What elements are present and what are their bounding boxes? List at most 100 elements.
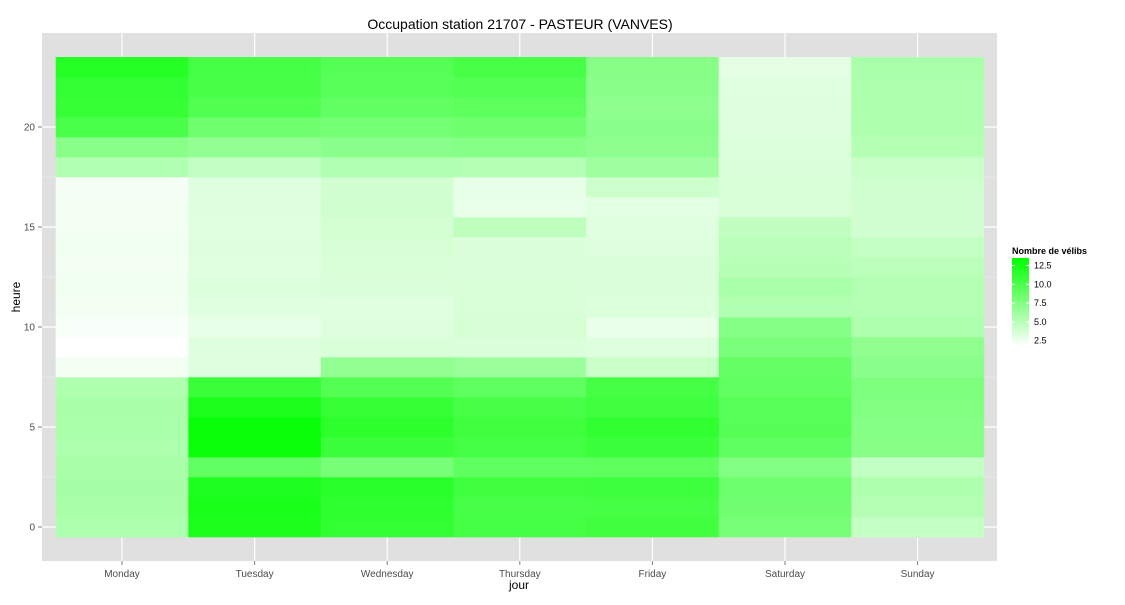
heatmap-tile <box>718 57 852 78</box>
heatmap-tile <box>320 237 454 258</box>
heatmap-tile <box>453 437 587 458</box>
heatmap-tile <box>453 237 587 258</box>
heatmap-tile <box>851 517 985 538</box>
heatmap-tile <box>320 397 454 418</box>
heatmap-tile <box>586 217 719 238</box>
heatmap-tile <box>718 317 852 338</box>
heatmap-tile <box>851 277 985 298</box>
heatmap-tile <box>718 477 852 498</box>
heatmap-tile <box>851 157 985 178</box>
heatmap-tile <box>453 257 587 278</box>
heatmap-tile <box>586 117 719 138</box>
heatmap-tile <box>851 57 985 78</box>
heatmap-tile <box>453 117 587 138</box>
heatmap-tile <box>586 317 719 338</box>
heatmap-tile <box>188 57 322 78</box>
heatmap-tile <box>320 177 454 198</box>
heatmap-tile <box>851 397 985 418</box>
y-tick-label: 0 <box>29 523 35 534</box>
heatmap-tile <box>851 257 985 278</box>
heatmap-tile <box>320 517 454 538</box>
heatmap-tile <box>718 457 852 478</box>
heatmap-tile <box>851 217 985 238</box>
heatmap-tile <box>453 477 587 498</box>
heatmap-tile <box>55 357 189 378</box>
heatmap-tile <box>718 517 852 538</box>
heatmap-tile <box>55 477 189 498</box>
heatmap-tile <box>55 517 189 538</box>
legend-colorbar <box>1012 258 1029 346</box>
heatmap-tile <box>718 377 852 398</box>
heatmap-tile <box>851 77 985 98</box>
heatmap-tile <box>718 277 852 298</box>
heatmap-tile <box>188 297 322 318</box>
heatmap-tile <box>718 297 852 318</box>
heatmap-tile <box>851 317 985 338</box>
legend-label: 7.5 <box>1034 298 1047 308</box>
heatmap-tile <box>453 417 587 438</box>
heatmap-tile <box>586 417 719 438</box>
heatmap-tile <box>320 257 454 278</box>
heatmap-tile <box>586 197 719 218</box>
x-tick-label: Saturday <box>765 569 805 580</box>
heatmap-tile <box>453 177 587 198</box>
heatmap-tile <box>188 197 322 218</box>
heatmap-tile <box>55 177 189 198</box>
heatmap-tile <box>320 277 454 298</box>
heatmap-tile <box>320 417 454 438</box>
heatmap-tile <box>586 477 719 498</box>
heatmap-tile <box>188 517 322 538</box>
heatmap-tile <box>320 57 454 78</box>
heatmap-tile <box>718 237 852 258</box>
heatmap-tile <box>188 277 322 298</box>
heatmap-tile <box>586 77 719 98</box>
legend-title: Nombre de vélibs <box>1012 246 1087 256</box>
heatmap-tile <box>320 77 454 98</box>
heatmap-tile <box>55 337 189 358</box>
heatmap-tile <box>55 217 189 238</box>
heatmap-tile <box>586 337 719 358</box>
y-tick-label: 5 <box>29 423 35 434</box>
heatmap-tile <box>188 117 322 138</box>
heatmap-tile <box>851 377 985 398</box>
heatmap-tile <box>453 217 587 238</box>
heatmap-tiles <box>55 57 985 538</box>
heatmap-tile <box>586 457 719 478</box>
heatmap-tile <box>188 97 322 118</box>
heatmap-tile <box>453 517 587 538</box>
heatmap-tile <box>851 237 985 258</box>
axes: Monday Tuesday Wednesday Thursday Friday Satu… <box>24 123 935 581</box>
legend-label: 2.5 <box>1034 336 1047 346</box>
heatmap-tile <box>188 337 322 358</box>
heatmap-tile <box>718 417 852 438</box>
heatmap-tile <box>188 177 322 198</box>
legend: Nombre de vélibs 2.5 5.0 7.5 10.0 12.5 <box>1012 246 1087 346</box>
heatmap-tile <box>851 417 985 438</box>
heatmap-tile <box>320 377 454 398</box>
heatmap-tile <box>55 57 189 78</box>
heatmap-tile <box>55 497 189 518</box>
heatmap-tile <box>55 137 189 158</box>
y-tick-label: 10 <box>24 323 36 334</box>
legend-label: 12.5 <box>1034 261 1052 271</box>
heatmap-tile <box>586 377 719 398</box>
heatmap-tile <box>718 177 852 198</box>
heatmap-tile <box>718 497 852 518</box>
heatmap-tile <box>851 117 985 138</box>
heatmap-tile <box>718 157 852 178</box>
heatmap-tile <box>188 497 322 518</box>
heatmap-tile <box>55 457 189 478</box>
heatmap-tile <box>453 77 587 98</box>
x-tick-label: Wednesday <box>361 569 414 580</box>
x-tick-label: Sunday <box>901 569 935 580</box>
heatmap-tile <box>718 397 852 418</box>
heatmap-tile <box>320 97 454 118</box>
heatmap-tile <box>320 457 454 478</box>
heatmap-tile <box>188 417 322 438</box>
heatmap-tile <box>55 257 189 278</box>
heatmap-tile <box>55 377 189 398</box>
heatmap-tile <box>586 157 719 178</box>
heatmap-tile <box>320 477 454 498</box>
x-tick-label: Thursday <box>499 569 541 580</box>
y-tick-label: 15 <box>24 223 36 234</box>
